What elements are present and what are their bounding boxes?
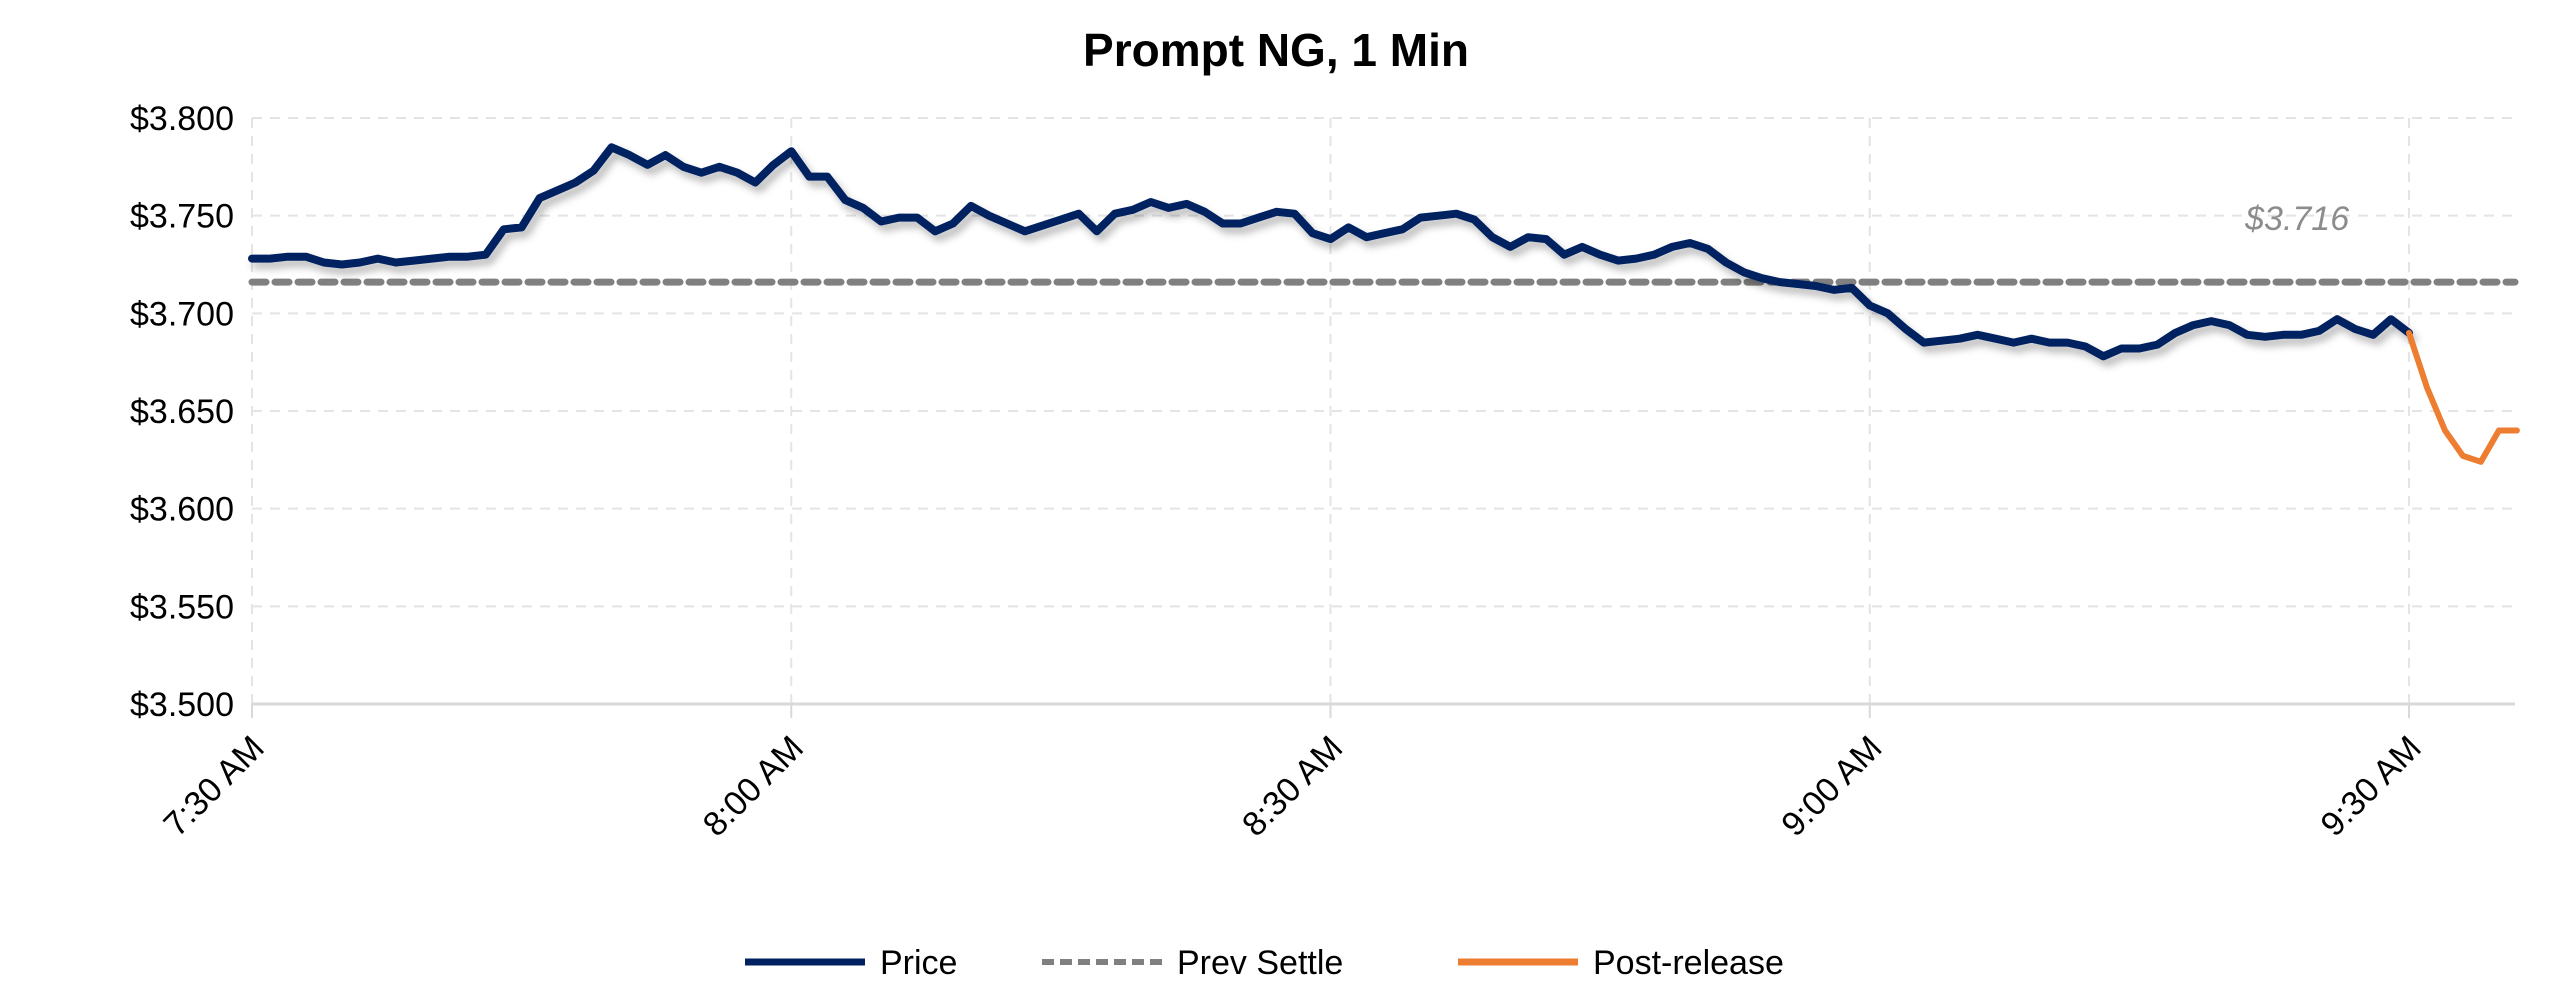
x-tick-label: 8:30 AM [1235,729,1350,844]
legend: Price Prev Settle Post-release [745,944,1784,982]
y-tick-label: $3.700 [130,295,234,333]
series-price-line [248,143,2413,361]
y-tick-label: $3.500 [130,686,234,724]
y-tick-label: $3.600 [130,491,234,529]
series-post-release-line [2406,329,2520,465]
x-tick-label: 7:30 AM [157,729,272,844]
legend-label-post-release: Post-release [1593,944,1784,982]
y-tick-label: $3.800 [130,100,234,138]
series-layer [248,143,2520,465]
chart-title: Prompt NG, 1 Min [1083,24,1469,76]
y-tick-label: $3.750 [130,198,234,236]
x-axis: 7:30 AM 8:00 AM 8:30 AM 9:00 AM 9:30 AM [157,702,2515,844]
prev-settle-annotation: $3.716 [2244,200,2349,238]
legend-item-price: Price [745,944,957,982]
legend-label-price: Price [880,944,957,982]
legend-label-prev-settle: Prev Settle [1177,944,1343,982]
x-tick-label: 8:00 AM [696,729,811,844]
y-axis: $3.500 $3.550 $3.600 $3.650 $3.700 $3.750 $3.8… [130,100,234,724]
x-tick-label: 9:00 AM [1774,729,1889,844]
y-tick-label: $3.650 [130,393,234,431]
gridlines [251,117,2515,704]
legend-item-prev-settle: Prev Settle [1042,944,1343,982]
legend-item-post-release: Post-release [1458,944,1784,982]
y-tick-label: $3.550 [130,588,234,626]
x-tick-label: 9:30 AM [2314,729,2429,844]
